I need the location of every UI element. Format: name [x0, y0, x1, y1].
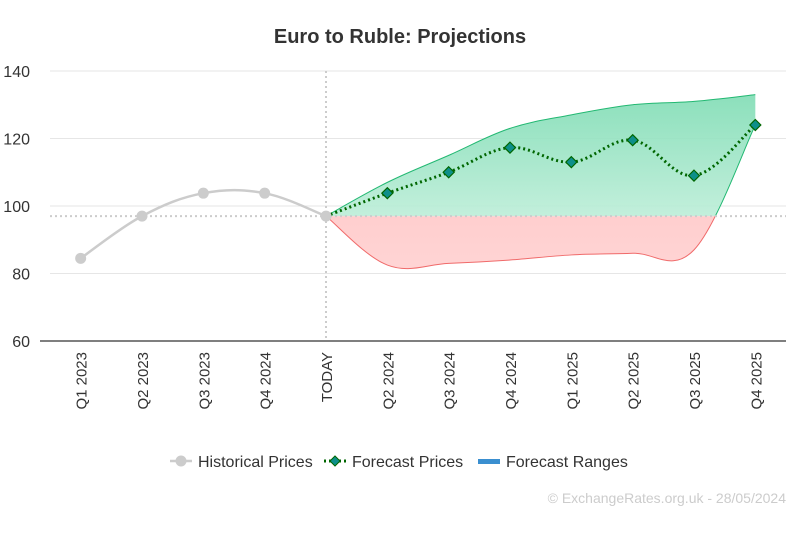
y-tick-label: 100 [3, 199, 30, 216]
x-tick-label: Q3 2025 [687, 352, 704, 410]
x-tick-label: Q4 2024 [258, 352, 275, 410]
forecast-range-lower-edge [325, 216, 716, 270]
legend-historical-marker [175, 455, 187, 467]
historical-price-point[interactable] [75, 252, 87, 264]
x-tick-label: Q1 2023 [74, 352, 91, 410]
forecast-price-point[interactable] [442, 165, 456, 179]
forecast-range-upper-area [326, 94, 756, 217]
forecast-price-point[interactable] [748, 118, 762, 132]
y-tick-label: 140 [3, 64, 30, 81]
y-tick-label: 120 [3, 132, 30, 149]
forecast-price-point[interactable] [687, 169, 701, 182]
today-price-point[interactable] [320, 210, 332, 222]
x-tick-label: TODAY [319, 352, 336, 402]
axes: Q1 2023 Q2 2023 Q3 2023 Q4 2024 TODAY Q2 2024… [40, 340, 786, 410]
chart-title: Euro to Ruble: Projections [274, 26, 526, 48]
forecast-price-point[interactable] [380, 186, 394, 200]
x-tick-label: Q2 2023 [135, 352, 152, 410]
forecast-range-upper-edge [325, 94, 756, 217]
x-tick-label: Q3 2024 [442, 352, 459, 410]
y-tick-label: 60 [12, 334, 30, 351]
forecast-range-lower-area [326, 216, 716, 269]
x-tick-label: Q1 2025 [564, 352, 581, 410]
y-tick-label: 80 [12, 267, 30, 284]
x-tick-label: Q2 2024 [380, 352, 397, 410]
x-tick-label: Q4 2025 [748, 352, 765, 410]
legend: Historical Prices Forecast Prices Forecast… [170, 454, 628, 471]
series-markers [75, 118, 762, 264]
legend-forecast-marker [329, 455, 341, 467]
x-tick-label: Q2 2025 [626, 352, 643, 410]
historical-price-point[interactable] [259, 187, 271, 199]
forecast-prices-line [325, 123, 757, 218]
historical-price-point[interactable] [136, 210, 148, 222]
forecast-price-point[interactable] [564, 155, 578, 169]
legend-item-historical[interactable]: Historical Prices [198, 454, 313, 471]
x-tick-label: Q4 2024 [503, 352, 520, 410]
forecast-price-point[interactable] [626, 133, 640, 147]
forecast-price-point[interactable] [503, 141, 517, 154]
historical-prices-line [79, 188, 327, 260]
legend-item-forecast[interactable]: Forecast Prices [352, 454, 463, 471]
legend-item-ranges[interactable]: Forecast Ranges [506, 454, 628, 471]
forecast-range-areas [50, 71, 786, 341]
chart-credit: © ExchangeRates.org.uk - 28/05/2024 [548, 490, 787, 506]
historical-price-point[interactable] [197, 187, 209, 199]
legend-ranges-symbol [478, 459, 500, 464]
x-tick-label: Q3 2023 [196, 352, 213, 410]
